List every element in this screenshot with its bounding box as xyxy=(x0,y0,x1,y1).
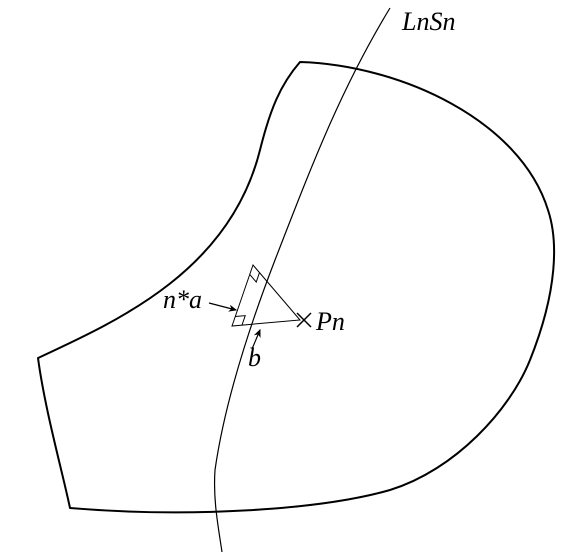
label-na: n*a xyxy=(163,285,202,314)
label-LnSn: LnSn xyxy=(401,7,455,36)
label-Pn: Pn xyxy=(315,307,345,336)
triangle xyxy=(232,265,300,326)
right-angle-marker-B xyxy=(235,316,245,325)
label-b: b xyxy=(248,343,261,372)
surface-outline xyxy=(38,62,554,512)
right-angle-marker-A xyxy=(250,273,260,282)
curve-LnSn xyxy=(215,8,390,552)
leader-na xyxy=(209,303,236,310)
